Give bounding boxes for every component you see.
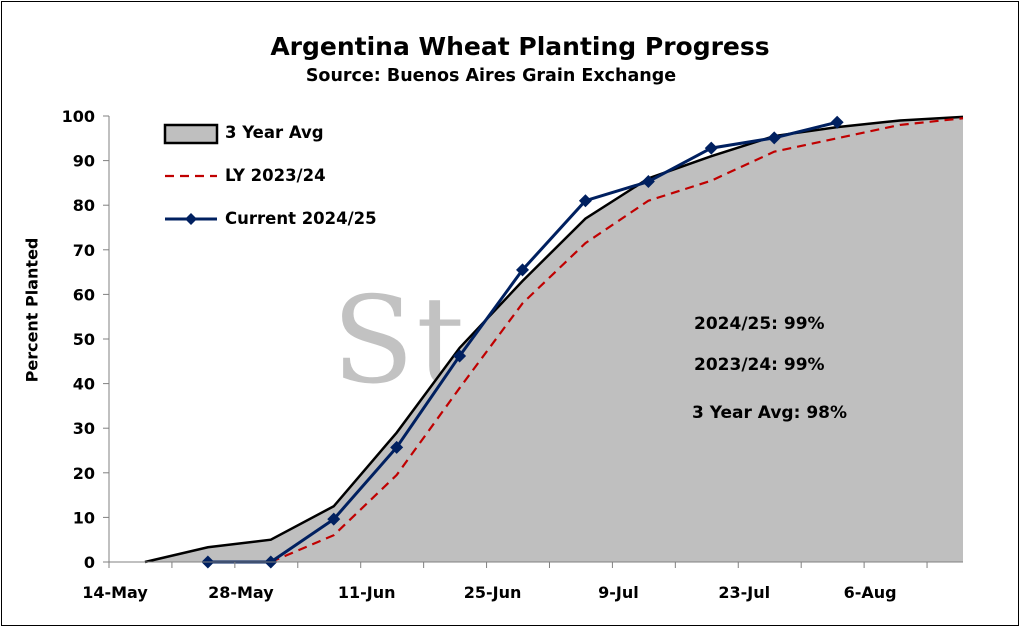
marker-current-3: [390, 440, 404, 454]
x-tick-label-1: 28-May: [208, 583, 274, 602]
legend-swatch-3yr-avg: [163, 123, 219, 145]
y-tick-label-5: 50: [73, 330, 95, 349]
chart-subtitle: Source: Buenos Aires Grain Exchange: [305, 66, 677, 86]
y-tick-label-8: 80: [73, 196, 95, 215]
legend-label-current: Current 2024/25: [225, 209, 377, 228]
y-tick-label-4: 40: [73, 375, 95, 394]
chart-title: Argentina Wheat Planting Progress: [270, 32, 770, 61]
y-tick-label-3: 30: [73, 419, 95, 438]
x-tick-label-0: 14-May: [82, 583, 148, 602]
y-tick-label-6: 60: [73, 285, 95, 304]
legend-label-3yr-avg: 3 Year Avg: [225, 123, 324, 142]
marker-current-5: [516, 263, 530, 277]
y-tick-label-7: 70: [73, 241, 95, 260]
marker-current-4: [453, 349, 467, 363]
x-tick-label-3: 25-Jun: [464, 583, 522, 602]
y-tick-label-0: 0: [84, 553, 95, 572]
marker-current-7: [641, 175, 655, 189]
line-ly: [270, 117, 964, 564]
annotation-current: 2024/25: 99%: [694, 314, 825, 334]
x-tick-label-5: 23-Jul: [718, 583, 770, 602]
area-3yr-avg: [144, 116, 964, 562]
legend-label-ly: LY 2023/24: [225, 166, 326, 185]
y-tick-label-9: 90: [73, 152, 95, 171]
marker-current-9: [767, 131, 781, 145]
marker-current-2: [327, 512, 341, 526]
line-3yr-avg: [144, 115, 964, 564]
legend-marker-current: [185, 213, 197, 225]
x-tick-label-2: 11-Jun: [338, 583, 396, 602]
x-tick-label-6: 6-Aug: [844, 583, 897, 602]
annotation-3yr-avg: 3 Year Avg: 98%: [692, 403, 848, 423]
marker-current-6: [578, 194, 592, 208]
marker-current-8: [704, 141, 718, 155]
x-tick-label-4: 9-Jul: [598, 583, 639, 602]
marker-current-10: [830, 115, 844, 129]
y-tick-label-1: 10: [73, 508, 95, 527]
y-tick-label-10: 100: [62, 107, 95, 126]
annotation-ly: 2023/24: 99%: [694, 355, 825, 375]
y-tick-label-2: 20: [73, 464, 95, 483]
